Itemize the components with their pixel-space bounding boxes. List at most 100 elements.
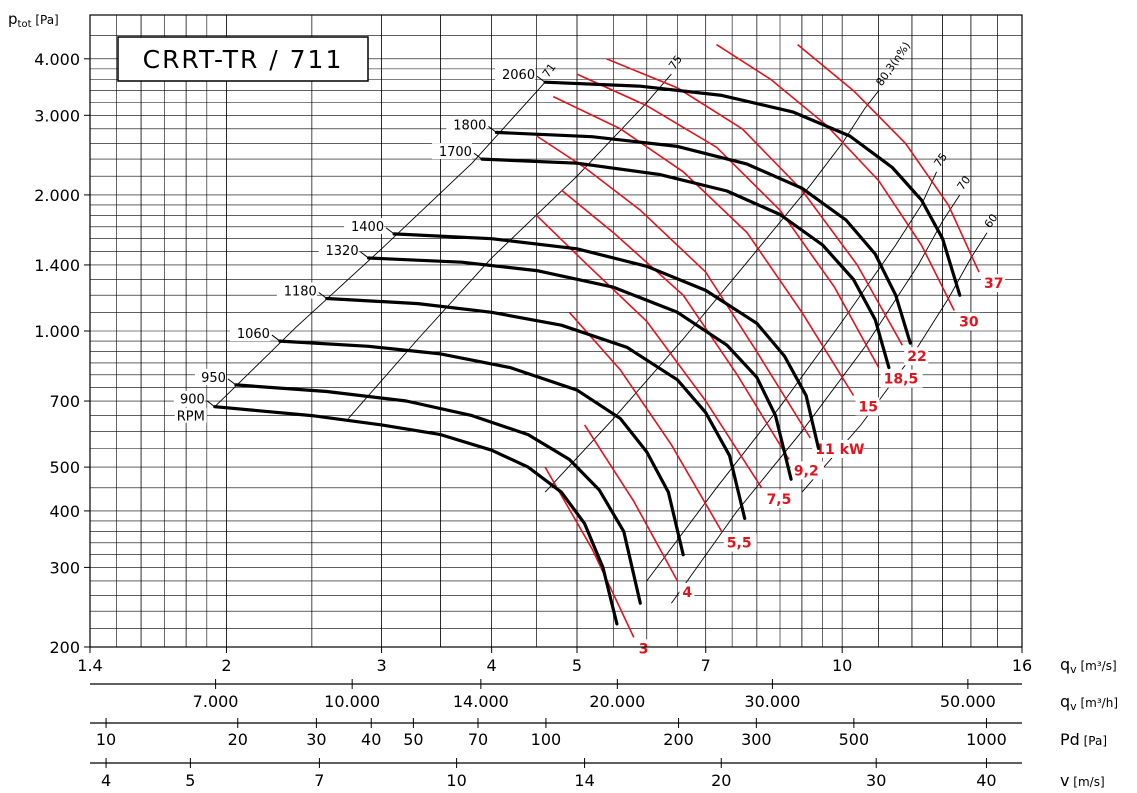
power-label-bg	[981, 274, 1006, 293]
secondary-axes: 7.000 10.000 14.000 20.000 30.000 50.000 qv [m…	[90, 679, 1118, 790]
x-tick-label: 4	[487, 656, 497, 675]
secondary-tick-label: 30	[306, 730, 326, 749]
x-axis-label: qv [m³/s]	[1060, 655, 1117, 676]
efficiency-line	[347, 73, 672, 419]
efficiency-line	[801, 232, 988, 493]
power-label: 18,5	[884, 372, 919, 388]
rpm-label-leader	[206, 400, 216, 408]
power-label-bg	[635, 639, 651, 658]
efficiency-label: 60	[982, 211, 1001, 230]
y-tick-label: 2.000	[34, 186, 80, 205]
efficiency-label: 75	[931, 151, 950, 170]
power-line	[716, 43, 955, 311]
x-tick-label: 3	[376, 656, 386, 675]
secondary-tick-label: 14	[574, 771, 594, 790]
x-tick-label: 1.4	[77, 656, 102, 675]
power-line	[797, 43, 980, 273]
x-tick-label: 16	[1012, 656, 1032, 675]
rpm-label: 900	[180, 393, 205, 408]
power-label-bg	[679, 582, 695, 601]
rpm-curve	[480, 157, 891, 370]
power-label-bg	[956, 312, 981, 331]
rpm-label-bg	[318, 242, 359, 259]
rpm-curve	[278, 339, 685, 557]
rpm-curves: 900 RPM 950 1060 1180 1320 1400 1700 1800 2060	[173, 66, 962, 626]
rpm-label-leader	[385, 227, 395, 235]
rpm-curve	[543, 80, 962, 297]
x-tick-label: 2	[221, 656, 231, 675]
y-tick-label: 4.000	[34, 50, 80, 69]
secondary-tick-label: 40	[361, 730, 381, 749]
rpm-label-leader	[271, 334, 281, 342]
rpm-label: 1060	[237, 327, 270, 342]
power-label-bg	[904, 347, 929, 366]
chart-title: CRRT-TR / 711	[143, 45, 344, 74]
rpm-label-leader	[227, 378, 237, 386]
rpm-label-leader	[488, 125, 497, 133]
secondary-tick-label: 200	[663, 730, 694, 749]
power-label-bg	[855, 397, 880, 416]
efficiency-line	[671, 194, 961, 604]
y-tick-label: 3.000	[34, 106, 80, 125]
secondary-tick-label: 20.000	[589, 692, 645, 711]
rpm-unit-bg	[174, 407, 207, 423]
power-label: 5,5	[727, 536, 752, 552]
secondary-tick-label: 10	[96, 730, 116, 749]
power-label-bg	[790, 461, 824, 480]
rpm-label: 1700	[439, 145, 472, 160]
rpm-label: 2060	[502, 68, 535, 83]
secondary-axis-label: qv [m³/h]	[1060, 692, 1118, 713]
rpm-curve	[392, 232, 821, 450]
power-label: 11 kW	[815, 442, 864, 458]
rpm-label: 1800	[453, 118, 486, 133]
y-tick-label: 1.000	[34, 322, 80, 341]
efficiency-label: 80,3(ɳ%)	[873, 40, 913, 89]
power-line	[606, 58, 903, 346]
secondary-tick-label: 7	[314, 771, 324, 790]
power-label: 7,5	[767, 492, 792, 508]
rpm-label: 1180	[284, 285, 317, 300]
rpm-curve	[213, 405, 619, 626]
axis-labels: ptot [Pa] qv [m³/s]	[8, 10, 1117, 676]
rpm-label-leader	[536, 75, 546, 83]
power-label-bg	[812, 439, 864, 458]
power-lines: 3 4 5,5 7,59,2 11 kW 15 18,5 22 30 37	[536, 43, 1006, 658]
power-label: 30	[959, 315, 979, 331]
x-tick-label: 10	[832, 656, 852, 675]
power-line	[544, 466, 635, 638]
power-line	[576, 73, 880, 368]
efficiency-label: 70	[955, 174, 974, 193]
power-label: 4	[682, 585, 692, 601]
x-axis-ticks: 1.4 2 3 4 5 7 10 16	[77, 647, 1032, 675]
rpm-label: 1320	[326, 244, 359, 259]
secondary-axis-label: Pd [Pa]	[1060, 730, 1107, 749]
secondary-tick-label: 10.000	[324, 692, 380, 711]
rpm-label-bg	[446, 116, 487, 133]
secondary-tick-label: 1000	[966, 730, 1007, 749]
rpm-label-bg	[344, 217, 385, 234]
y-tick-label: 300	[49, 558, 80, 577]
rpm-curve	[367, 256, 793, 481]
power-line	[583, 424, 679, 582]
efficiency-line	[214, 81, 546, 408]
rpm-label-bg	[276, 282, 317, 299]
secondary-tick-label: 30.000	[744, 692, 800, 711]
secondary-tick-label: 5	[185, 771, 195, 790]
secondary-axis-label: v [m/s]	[1060, 771, 1105, 790]
power-line	[560, 189, 790, 460]
rpm-label: 1400	[351, 220, 384, 235]
y-axis-ticks: 200 300 400 500 700 1.000 1.400 2.000 3.000 4.000	[34, 50, 90, 657]
x-tick-label: 7	[701, 656, 711, 675]
secondary-tick-label: 20	[228, 730, 248, 749]
y-tick-label: 400	[49, 502, 80, 521]
y-tick-label: 700	[49, 392, 80, 411]
y-tick-label: 500	[49, 458, 80, 477]
y-tick-label: 1.400	[34, 256, 80, 275]
x-tick-label: 5	[572, 656, 582, 675]
y-tick-label: 200	[49, 638, 80, 657]
rpm-label-bg	[229, 325, 270, 342]
secondary-tick-label: 100	[531, 730, 562, 749]
secondary-tick-label: 500	[839, 730, 870, 749]
secondary-tick-label: 70	[468, 730, 488, 749]
